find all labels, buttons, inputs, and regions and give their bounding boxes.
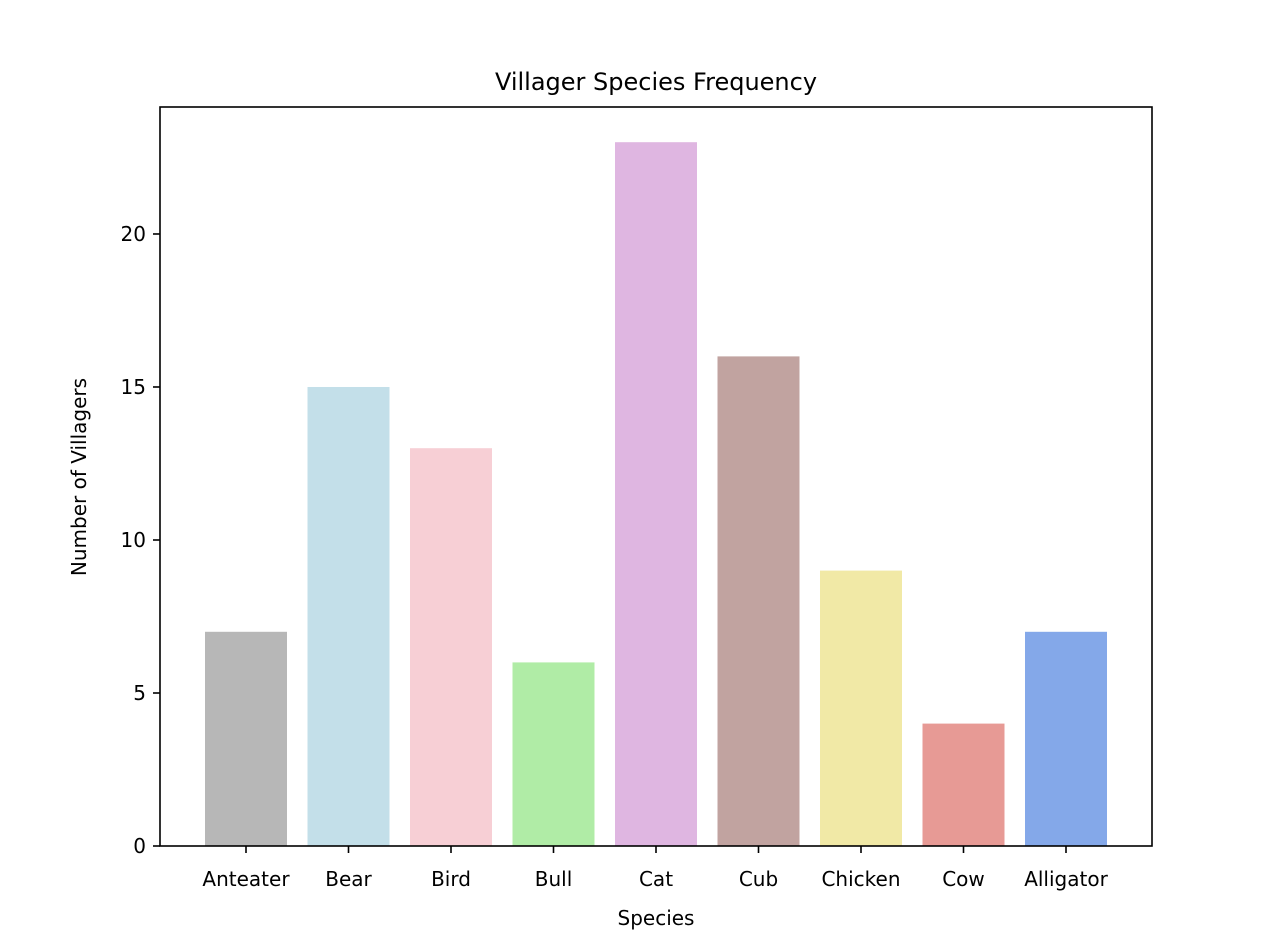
x-tick-label: Cat	[639, 867, 673, 891]
x-tick-label: Bear	[325, 867, 372, 891]
y-tick-label: 10	[121, 528, 146, 552]
y-tick-label: 0	[133, 834, 146, 858]
x-tick-label: Cow	[942, 867, 985, 891]
bars-layer	[205, 142, 1107, 846]
y-tick-label: 20	[121, 222, 146, 246]
x-tick-label: Chicken	[821, 867, 900, 891]
x-tick-label: Bird	[431, 867, 471, 891]
x-tick-label: Anteater	[202, 867, 290, 891]
chart-title: Villager Species Frequency	[495, 68, 817, 96]
x-axis-label: Species	[618, 906, 695, 930]
bar-bear	[307, 386, 390, 846]
x-axis: Anteater Bear Bird Bull Cat Cub Chicken Cow Alli…	[202, 846, 1109, 891]
y-tick-label: 5	[133, 681, 146, 705]
x-tick-label: Cub	[739, 867, 778, 891]
bar-bird	[410, 448, 492, 846]
y-tick-label: 15	[121, 375, 146, 399]
y-axis-label: Number of Villagers	[67, 378, 91, 576]
x-tick-label: Bull	[535, 867, 573, 891]
x-tick-label: Alligator	[1024, 867, 1108, 891]
bar-alligator	[1025, 631, 1107, 846]
bar-cow	[922, 723, 1005, 846]
bar-bull	[512, 662, 595, 846]
bar-chicken	[820, 570, 902, 846]
bar-cub	[717, 356, 800, 846]
y-axis: 0 5 10 15 20	[121, 222, 160, 858]
bar-cat	[615, 142, 697, 846]
bar-anteater	[205, 631, 287, 846]
